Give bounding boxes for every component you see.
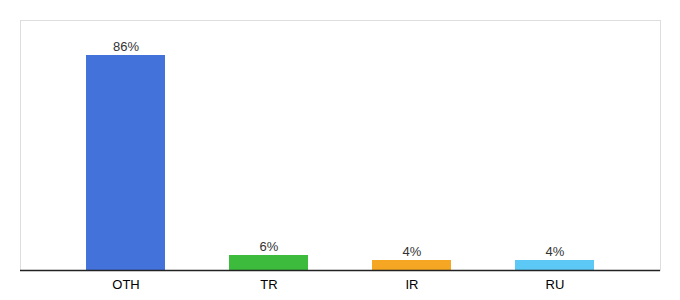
svg-text:RU: RU	[546, 277, 565, 292]
svg-text:4%: 4%	[403, 244, 422, 259]
svg-text:86%: 86%	[113, 39, 139, 54]
svg-text:OTH: OTH	[112, 277, 139, 292]
svg-text:IR: IR	[406, 277, 419, 292]
svg-text:6%: 6%	[260, 239, 279, 254]
svg-text:4%: 4%	[546, 244, 565, 259]
svg-text:TR: TR	[260, 277, 277, 292]
